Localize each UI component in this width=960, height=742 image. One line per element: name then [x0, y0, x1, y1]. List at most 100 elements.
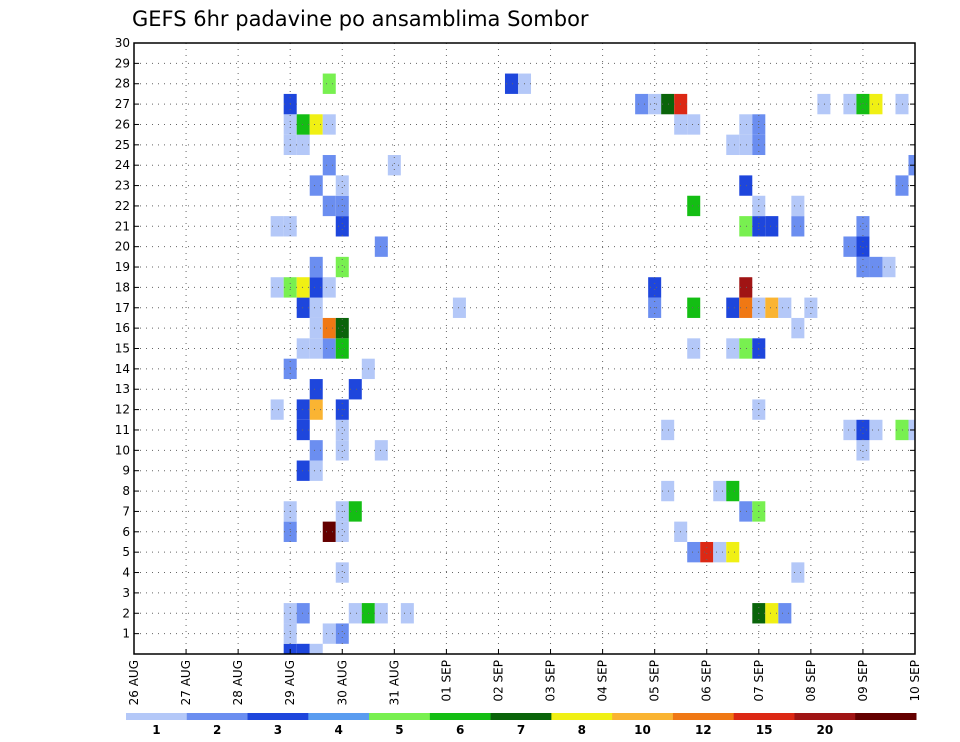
heatmap-cell [726, 297, 740, 318]
heatmap-cell [309, 379, 323, 400]
heatmap-cell [335, 216, 349, 237]
heatmap-cell [739, 297, 753, 318]
heatmap-cell [322, 277, 336, 298]
heatmap-cell [843, 419, 857, 441]
heatmap-cell [817, 93, 831, 115]
heatmap-cell [348, 501, 362, 522]
heatmap-cell [309, 460, 323, 481]
heatmap-cell [765, 603, 779, 624]
heatmap-cell [400, 603, 414, 624]
legend-label: 5 [395, 723, 403, 737]
heatmap-cell [322, 623, 336, 644]
heatmap-cell [895, 93, 909, 115]
y-tick-label: 3 [122, 586, 130, 600]
y-tick-label: 25 [115, 138, 130, 152]
heatmap-cell [687, 541, 701, 563]
x-tick-label: 09 SEP [856, 660, 870, 702]
heatmap-cell [309, 175, 323, 196]
heatmap-cell [270, 216, 284, 237]
y-tick-label: 21 [115, 219, 130, 233]
legend-label: 2 [213, 723, 221, 737]
legend-swatch [733, 713, 795, 720]
legend-swatch [672, 713, 735, 720]
heatmap-cell [309, 256, 323, 278]
legend-label: 8 [578, 723, 586, 737]
heatmap-cell [895, 175, 909, 196]
y-tick-label: 9 [122, 464, 130, 478]
heatmap-cell [895, 419, 909, 441]
heatmap-cells [270, 73, 915, 654]
heatmap-cell [843, 93, 857, 115]
y-tick-label: 16 [115, 321, 130, 335]
y-tick-label: 28 [115, 77, 130, 91]
y-tick-label: 2 [122, 606, 130, 620]
legend-label: 12 [695, 723, 712, 737]
y-tick-label: 29 [115, 56, 130, 70]
y-tick-label: 23 [115, 179, 130, 193]
heatmap-cell [309, 317, 323, 339]
heatmap-cell [726, 134, 740, 156]
heatmap-cell [309, 114, 323, 135]
legend-label: 6 [456, 723, 464, 737]
heatmap-cell [322, 338, 336, 359]
heatmap-cell [452, 297, 466, 318]
x-tick-label: 07 SEP [752, 660, 766, 702]
y-tick-label: 1 [122, 627, 130, 641]
heatmap-cell [296, 419, 310, 441]
x-tick-label: 04 SEP [596, 660, 610, 702]
heatmap-cell [739, 338, 753, 359]
x-tick-label: 30 AUG [335, 660, 349, 705]
legend-swatch [612, 713, 674, 720]
heatmap-cell [856, 419, 870, 441]
y-tick-label: 26 [115, 117, 130, 131]
heatmap-cell [504, 73, 518, 94]
x-tick-label: 26 AUG [127, 660, 141, 705]
heatmap-cell [374, 440, 388, 461]
heatmap-cell [856, 216, 870, 237]
legend-swatch [247, 713, 309, 720]
legend-swatch [551, 713, 613, 720]
y-tick-label: 4 [122, 566, 130, 580]
heatmap-cell [856, 440, 870, 461]
heatmap-cell [270, 277, 284, 298]
heatmap-cell [856, 93, 870, 115]
heatmap-cell [296, 134, 310, 156]
heatmap-cell [322, 521, 336, 542]
legend-swatch [429, 713, 492, 720]
heatmap-cell [348, 603, 362, 624]
heatmap-cell [726, 480, 740, 502]
heatmap-cell [791, 562, 805, 583]
x-tick-label: 01 SEP [439, 660, 453, 702]
heatmap-cell [335, 175, 349, 196]
legend-label: 3 [274, 723, 282, 737]
heatmap-cell [309, 277, 323, 298]
x-tick-label: 03 SEP [544, 660, 558, 702]
heatmap-cell [687, 195, 701, 217]
y-tick-label: 13 [115, 382, 130, 396]
heatmap-cell [661, 93, 675, 115]
heatmap-cell [322, 73, 336, 94]
y-tick-label: 12 [115, 403, 130, 417]
x-tick-label: 29 AUG [283, 660, 297, 705]
heatmap-cell [309, 338, 323, 359]
x-tick-label: 27 AUG [179, 660, 193, 705]
heatmap-cell [309, 643, 323, 654]
heatmap-cell [700, 541, 714, 563]
heatmap-cell [296, 643, 310, 654]
heatmap-cell [322, 317, 336, 339]
y-tick-label: 11 [115, 423, 130, 437]
heatmap-cell [739, 134, 753, 156]
heatmap-cell [322, 114, 336, 135]
chart-title: GEFS 6hr padavine po ansamblima Sombor [132, 7, 589, 31]
heatmap-cell [739, 216, 753, 237]
x-tick-label: 02 SEP [491, 660, 505, 702]
heatmap-cell [739, 175, 753, 196]
legend-label: 7 [517, 723, 525, 737]
heatmap-cell [856, 236, 870, 257]
heatmap-cell [322, 195, 336, 217]
heatmap-cell [856, 256, 870, 278]
x-tick-label: 06 SEP [700, 660, 714, 702]
x-tick-label: 10 SEP [908, 660, 922, 702]
heatmap-cell [726, 541, 740, 563]
heatmap-cell [335, 317, 349, 339]
